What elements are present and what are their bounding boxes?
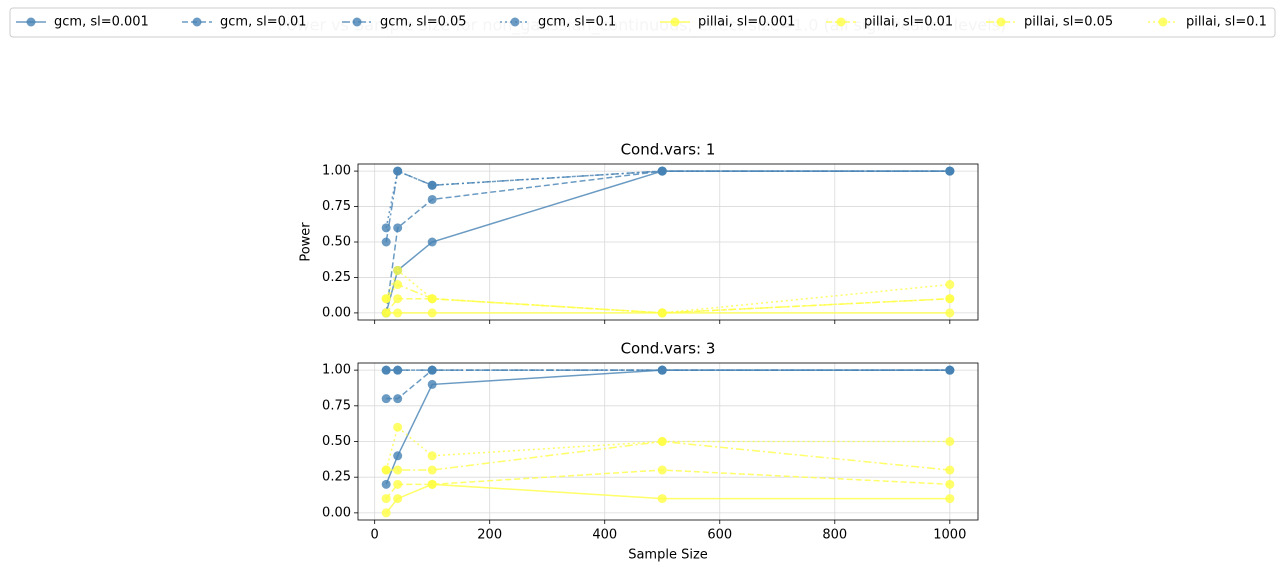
legend-marker bbox=[352, 17, 362, 27]
data-point bbox=[393, 265, 403, 275]
data-point bbox=[381, 508, 391, 518]
subplot-title: Cond.vars: 1 bbox=[621, 141, 716, 159]
data-point bbox=[393, 294, 403, 304]
legend-marker bbox=[510, 17, 520, 27]
data-point bbox=[393, 166, 403, 176]
x-tick-label: 600 bbox=[707, 528, 732, 543]
data-point bbox=[381, 223, 391, 233]
data-point bbox=[427, 479, 437, 489]
y-tick-label: 1.00 bbox=[322, 363, 351, 378]
data-point bbox=[393, 422, 403, 432]
data-point bbox=[427, 237, 437, 247]
legend-label: gcm, sl=0.001 bbox=[54, 15, 149, 30]
data-point bbox=[393, 451, 403, 461]
data-point bbox=[945, 280, 955, 290]
subplot-title: Cond.vars: 3 bbox=[621, 340, 716, 358]
data-point bbox=[393, 479, 403, 489]
data-point bbox=[657, 494, 667, 504]
data-point bbox=[427, 294, 437, 304]
x-tick-label: 200 bbox=[477, 528, 502, 543]
data-point bbox=[657, 437, 667, 446]
legend-marker bbox=[836, 17, 846, 27]
data-point bbox=[393, 465, 403, 475]
y-axis-label: Power bbox=[299, 222, 314, 262]
series-line bbox=[385, 469, 950, 500]
legend-label: gcm, sl=0.05 bbox=[380, 15, 467, 30]
legend-marker bbox=[26, 17, 36, 27]
x-tick-label: 400 bbox=[592, 528, 617, 543]
data-point bbox=[427, 465, 437, 475]
data-point bbox=[945, 294, 955, 304]
data-point bbox=[945, 465, 955, 475]
x-tick-label: 1000 bbox=[933, 528, 966, 543]
data-point bbox=[393, 394, 403, 404]
axes-frame bbox=[357, 362, 979, 521]
legend-marker bbox=[192, 17, 202, 27]
x-tick-label: 800 bbox=[822, 528, 847, 543]
data-point bbox=[945, 308, 955, 318]
legend-label: gcm, sl=0.01 bbox=[220, 15, 307, 30]
data-point bbox=[381, 394, 391, 404]
data-point bbox=[945, 437, 955, 446]
y-tick-label: 0.75 bbox=[322, 199, 351, 214]
legend-marker bbox=[670, 17, 680, 27]
data-point bbox=[381, 308, 391, 318]
series-line bbox=[385, 297, 950, 314]
data-point bbox=[945, 494, 955, 504]
data-point bbox=[393, 280, 403, 290]
axes-frame bbox=[357, 163, 979, 321]
data-point bbox=[657, 308, 667, 318]
y-tick-label: 0.75 bbox=[322, 398, 351, 413]
y-tick-label: 0.25 bbox=[322, 470, 351, 485]
legend-label: pillai, sl=0.05 bbox=[1024, 15, 1113, 30]
y-tick-label: 0.00 bbox=[322, 305, 351, 320]
data-point bbox=[381, 479, 391, 489]
data-point bbox=[427, 379, 437, 389]
data-point bbox=[427, 308, 437, 318]
legend-marker bbox=[1158, 17, 1168, 27]
legend-label: pillai, sl=0.001 bbox=[698, 15, 795, 30]
data-point bbox=[393, 365, 403, 375]
data-point bbox=[657, 365, 667, 375]
data-point bbox=[381, 494, 391, 504]
legend-label: gcm, sl=0.1 bbox=[538, 15, 616, 30]
data-point bbox=[427, 180, 437, 190]
data-point bbox=[381, 465, 391, 475]
y-tick-label: 0.25 bbox=[322, 270, 351, 285]
data-point bbox=[657, 465, 667, 475]
data-point bbox=[945, 365, 955, 375]
data-point bbox=[381, 294, 391, 304]
legend-frame bbox=[9, 7, 1276, 38]
data-point bbox=[427, 194, 437, 204]
series-line bbox=[385, 425, 950, 471]
y-tick-label: 0.50 bbox=[322, 434, 351, 449]
legend-label: pillai, sl=0.01 bbox=[864, 15, 953, 30]
data-point bbox=[945, 166, 955, 176]
data-point bbox=[381, 365, 391, 375]
data-point bbox=[657, 166, 667, 176]
data-point bbox=[393, 223, 403, 233]
legend-label: pillai, sl=0.1 bbox=[1186, 15, 1267, 30]
y-tick-label: 0.00 bbox=[322, 505, 351, 520]
x-axis-label: Sample Size bbox=[628, 548, 708, 563]
y-tick-label: 0.50 bbox=[322, 235, 351, 250]
data-point bbox=[427, 365, 437, 375]
data-point bbox=[427, 451, 437, 461]
data-point bbox=[945, 479, 955, 489]
data-point bbox=[393, 308, 403, 318]
x-tick-label: 0 bbox=[371, 528, 379, 543]
y-tick-label: 1.00 bbox=[322, 164, 351, 179]
data-point bbox=[393, 494, 403, 504]
legend-marker bbox=[996, 17, 1006, 27]
data-point bbox=[381, 237, 391, 247]
